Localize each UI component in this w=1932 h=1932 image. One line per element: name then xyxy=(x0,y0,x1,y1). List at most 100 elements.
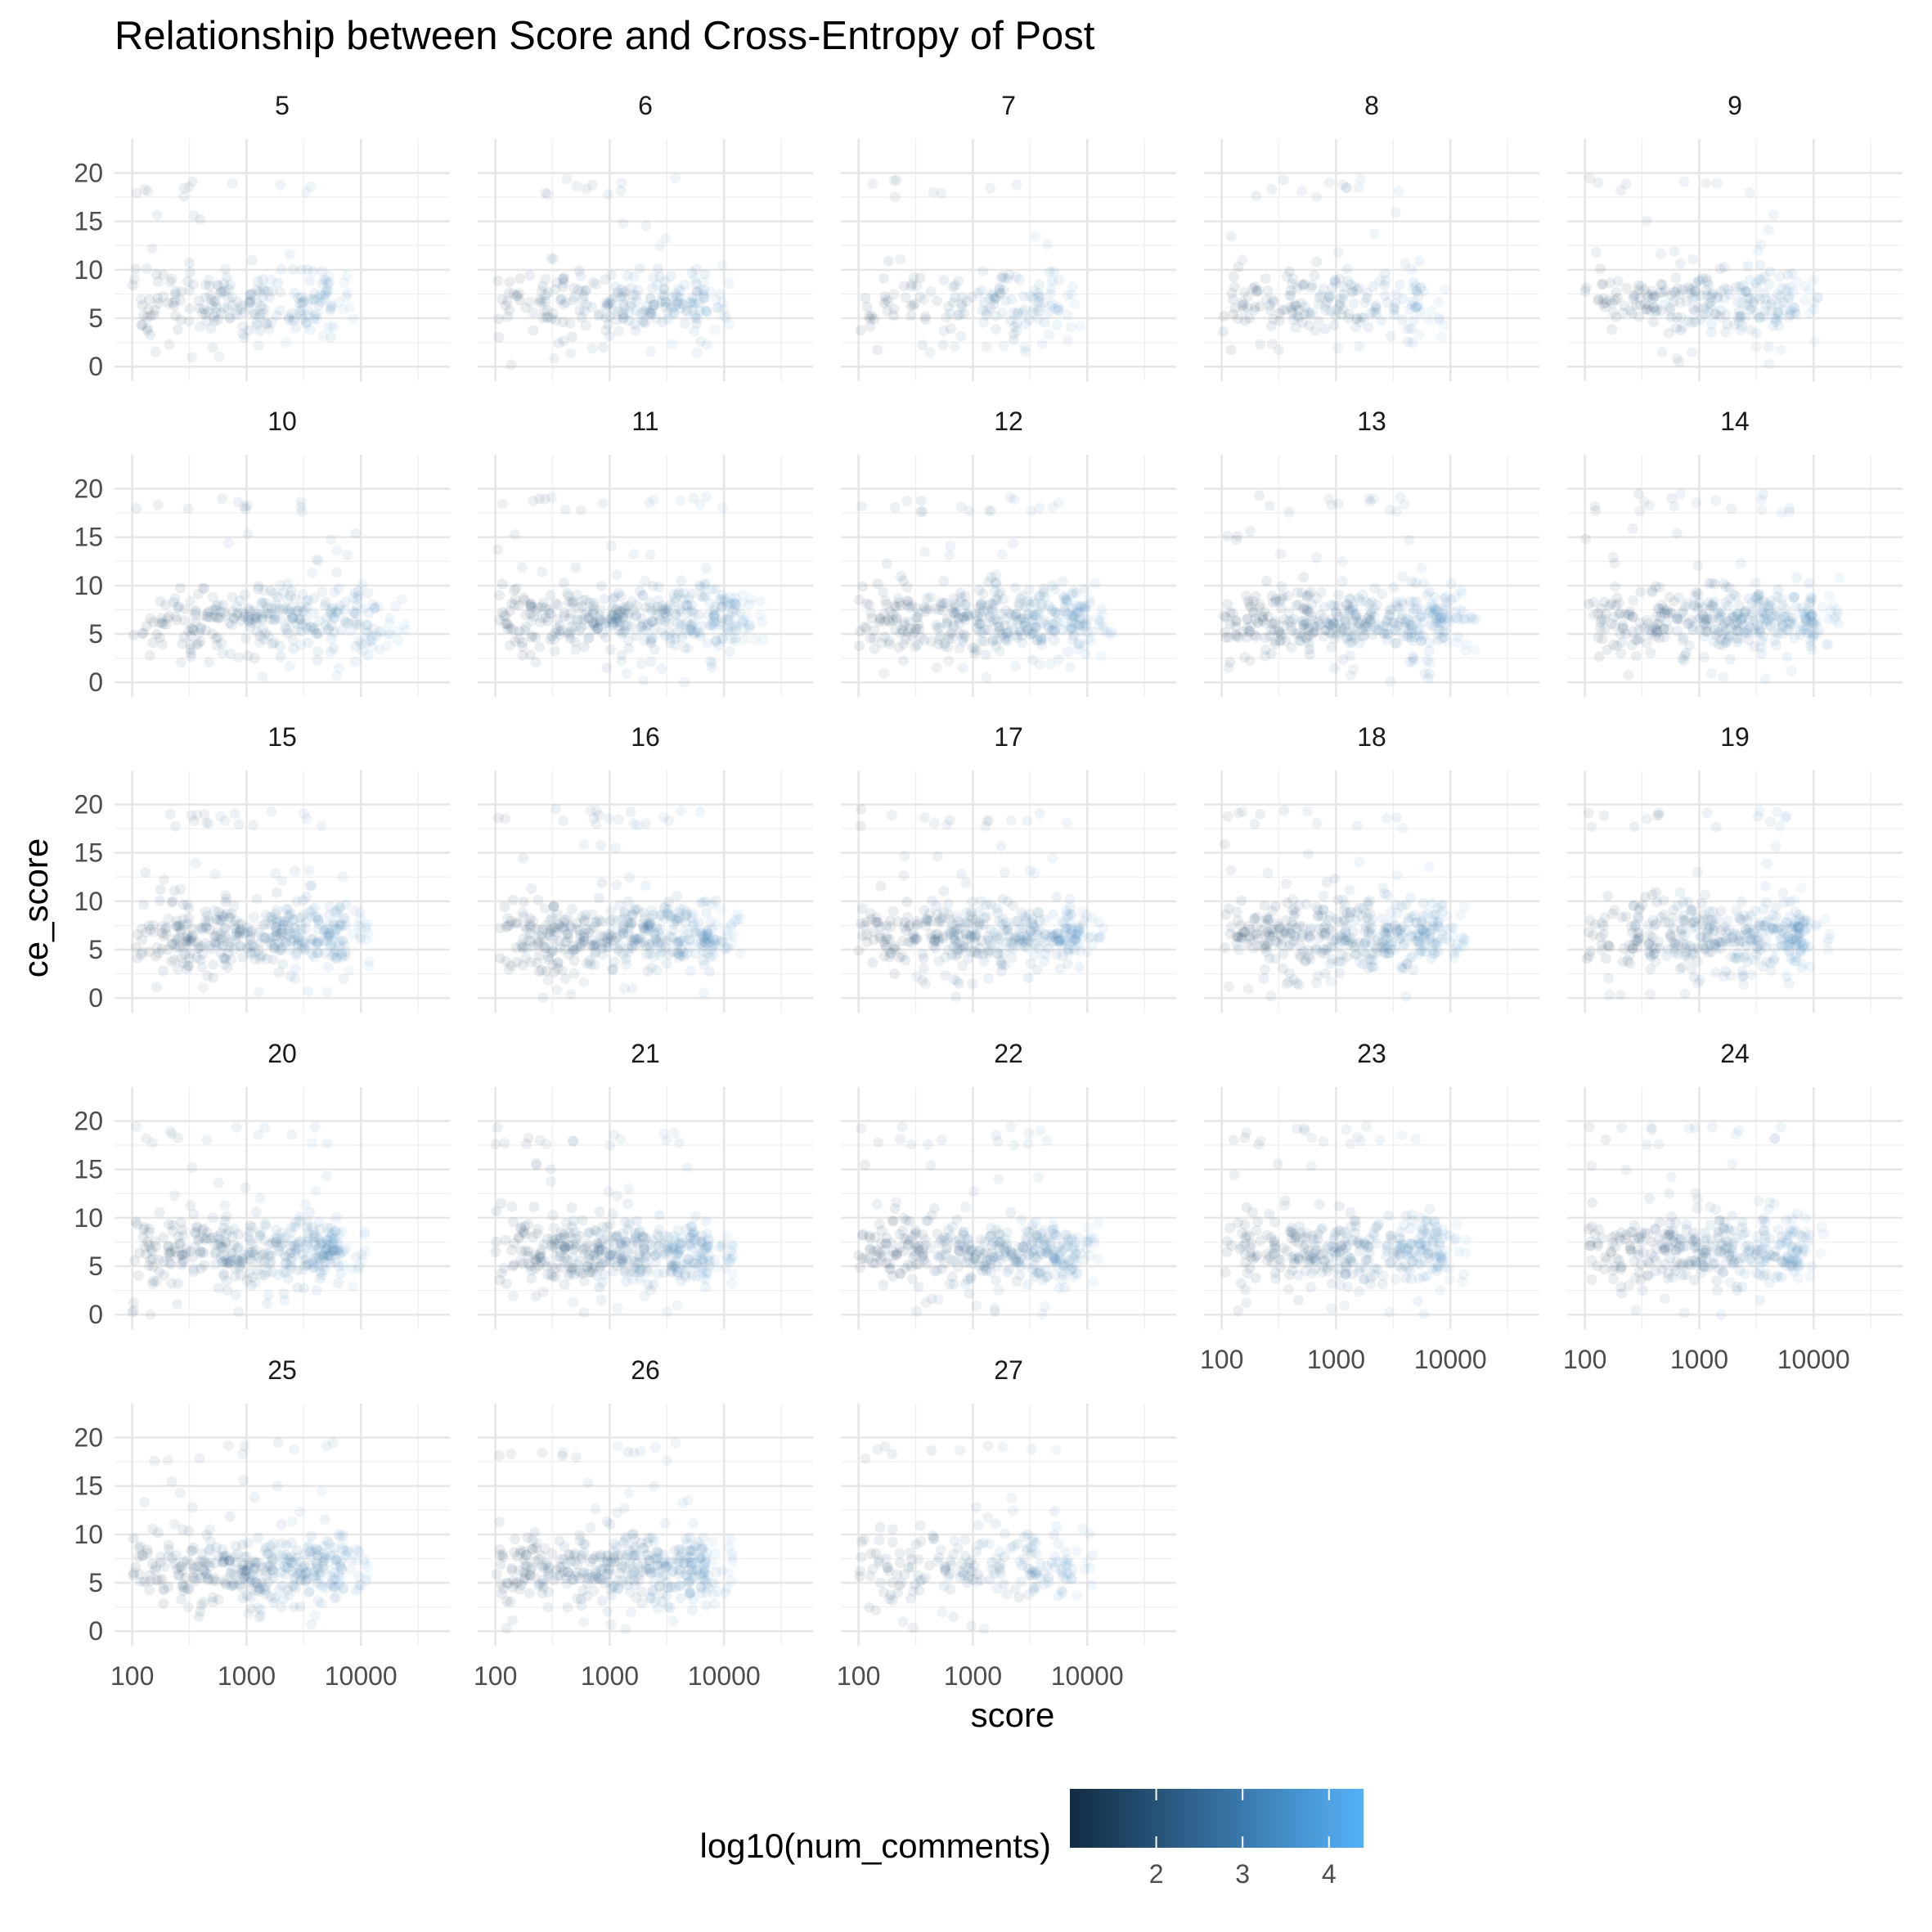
data-point xyxy=(1062,290,1073,301)
data-point xyxy=(691,347,703,358)
data-point xyxy=(690,273,700,285)
data-point xyxy=(1649,303,1660,314)
data-point xyxy=(1305,282,1317,294)
data-point xyxy=(546,313,557,324)
data-point xyxy=(983,973,994,984)
data-point xyxy=(1332,343,1344,353)
data-point xyxy=(699,305,711,317)
panel-grid xyxy=(841,139,1176,381)
y-tick-label: 0 xyxy=(88,352,103,381)
data-point xyxy=(1599,613,1611,625)
data-point xyxy=(938,885,950,896)
data-point xyxy=(991,594,1002,605)
data-point xyxy=(1039,955,1050,967)
data-point xyxy=(295,639,307,650)
data-point xyxy=(240,633,251,645)
data-point xyxy=(568,291,580,303)
data-point xyxy=(699,276,710,288)
data-point xyxy=(944,550,955,561)
data-point xyxy=(1012,308,1023,319)
data-point xyxy=(998,340,1009,352)
data-point xyxy=(1692,955,1703,967)
data-point xyxy=(1067,634,1078,645)
data-point xyxy=(546,253,557,264)
panel-grid xyxy=(841,455,1176,697)
data-point xyxy=(331,907,343,919)
data-point xyxy=(887,810,897,821)
data-point xyxy=(610,842,622,854)
data-point xyxy=(295,501,307,513)
data-point xyxy=(1240,590,1251,601)
data-point xyxy=(212,914,223,926)
data-point xyxy=(613,814,624,825)
data-point xyxy=(739,634,750,645)
data-point xyxy=(227,177,238,189)
data-point xyxy=(861,301,873,312)
data-point xyxy=(941,819,952,830)
data-point xyxy=(645,596,655,608)
data-point xyxy=(936,600,947,612)
data-point xyxy=(1634,617,1646,628)
data-point xyxy=(299,295,309,307)
data-point xyxy=(262,318,273,330)
data-point xyxy=(256,613,267,623)
data-point xyxy=(1238,299,1250,310)
data-point xyxy=(1455,585,1467,596)
data-point xyxy=(578,932,589,942)
data-point xyxy=(317,278,328,290)
data-point xyxy=(170,285,182,297)
data-point xyxy=(213,314,224,326)
data-point xyxy=(1674,592,1685,604)
data-point xyxy=(312,914,324,926)
data-point xyxy=(687,292,699,303)
data-point xyxy=(296,264,308,276)
data-point xyxy=(660,296,672,308)
data-point xyxy=(896,950,908,962)
data-point xyxy=(591,279,602,290)
data-point xyxy=(1641,813,1652,824)
data-point xyxy=(315,289,326,300)
data-point xyxy=(1350,321,1361,333)
data-point xyxy=(1633,488,1644,500)
data-point xyxy=(919,313,931,325)
data-point xyxy=(717,296,728,308)
data-point xyxy=(517,959,528,971)
y-tick-label: 5 xyxy=(88,303,103,333)
data-point xyxy=(1106,629,1117,640)
data-point xyxy=(492,275,504,286)
data-point xyxy=(242,528,254,540)
data-point xyxy=(950,991,962,1003)
data-point xyxy=(1238,652,1250,663)
data-point xyxy=(609,291,621,303)
data-point xyxy=(1606,324,1618,335)
data-point xyxy=(901,896,913,908)
data-point xyxy=(647,283,658,294)
data-point xyxy=(266,317,277,328)
data-point xyxy=(857,930,869,941)
data-point xyxy=(1292,282,1303,294)
data-point xyxy=(578,838,590,850)
data-point xyxy=(1010,660,1022,672)
data-point xyxy=(631,295,643,307)
data-point xyxy=(1360,907,1372,919)
data-point xyxy=(910,931,921,942)
data-point xyxy=(1674,288,1686,299)
data-point xyxy=(1404,303,1415,315)
data-point xyxy=(1020,930,1031,941)
data-point xyxy=(1808,303,1820,315)
data-point xyxy=(691,263,702,275)
data-point xyxy=(648,494,659,505)
data-point xyxy=(1006,952,1018,964)
data-point xyxy=(157,269,168,281)
data-point xyxy=(1318,283,1329,294)
data-point xyxy=(1741,914,1753,926)
data-point xyxy=(204,657,215,667)
data-point xyxy=(169,593,181,604)
data-point xyxy=(718,304,730,316)
data-point xyxy=(141,621,152,632)
data-point xyxy=(1736,287,1747,299)
facet-panel-17: 17 xyxy=(841,722,1176,1013)
data-point xyxy=(1328,320,1340,331)
data-point xyxy=(509,529,520,541)
